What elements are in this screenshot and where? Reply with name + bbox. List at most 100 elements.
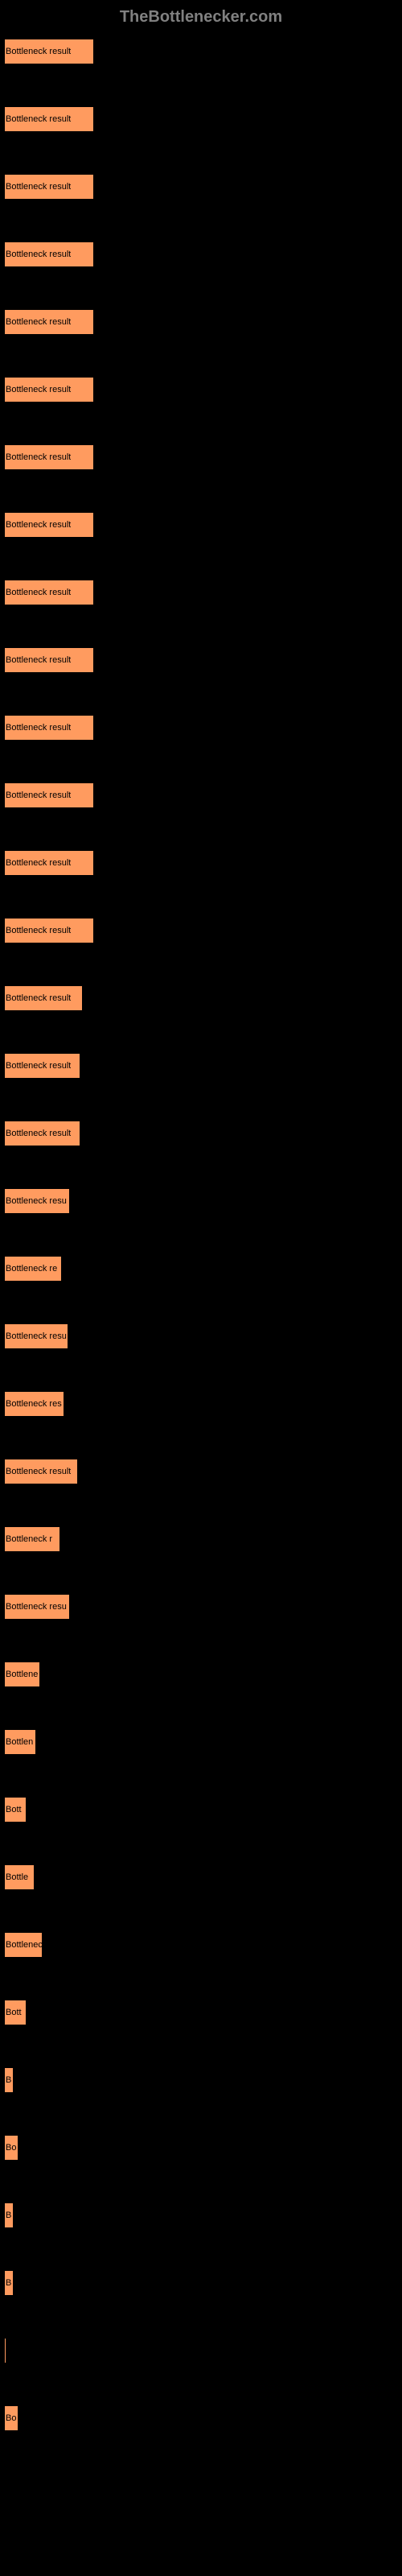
bar-label: Bottleneck result [6,520,71,530]
bar-row: Bo [4,2405,402,2431]
bar-label: Bott [6,1805,22,1814]
bar: Bottleneck result [4,512,94,538]
bar-label: B [6,2075,11,2085]
bar-row: Bottleneck result [4,1053,402,1079]
bar-label: Bottleneck result [6,452,71,462]
bar-label: Bottleneck result [6,858,71,868]
bar-row: Bottleneck resu [4,1594,402,1620]
bar-row: Bottleneck result [4,647,402,673]
bar-label: B [6,2211,11,2220]
bar-label: Bottleneck resu [6,1602,67,1612]
bar-row: Bo [4,2135,402,2161]
bar-label: Bottleneck r [6,1534,52,1544]
bar: Bottleneck result [4,444,94,470]
bar [4,2338,6,2363]
bar: Bott [4,1797,27,1823]
bar-label: Bottleneck res [6,1399,62,1409]
bar-row: Bottle [4,1864,402,1890]
bar: Bottleneck result [4,174,94,200]
bar-label: B [6,2278,11,2288]
bar-row: Bottleneck result [4,309,402,335]
bar-row: Bottleneck result [4,1121,402,1146]
bar-label: Bottlen [6,1737,33,1747]
bar-row: Bottleneck result [4,106,402,132]
bar: Bottleneck result [4,242,94,267]
bar-row: Bottleneck result [4,39,402,64]
bar-label: Bottleneck result [6,791,71,800]
bar-label: Bottleneck result [6,1129,71,1138]
bar-label: Bottleneck result [6,250,71,259]
bar: Bottleneck result [4,715,94,741]
bar-label: Bottle [6,1872,28,1882]
bar: B [4,2067,14,2093]
bar: Bottleneck re [4,1256,62,1282]
bar: Bottleneck result [4,580,94,605]
bar: Bottleneck result [4,918,94,943]
bar-label: Bottleneck result [6,114,71,124]
bar-row: Bottleneck result [4,985,402,1011]
bar-row: Bottleneck result [4,580,402,605]
bar-row: Bottleneck r [4,1526,402,1552]
bar-label: Bottleneck result [6,655,71,665]
bar-label: Bottleneck resu [6,1196,67,1206]
bar-row: Bottleneck resu [4,1188,402,1214]
bar-label: Bottleneck result [6,1467,71,1476]
bar: Bottleneck result [4,985,83,1011]
bar-label: Bottleneck result [6,385,71,394]
bar-row: Bottleneck result [4,444,402,470]
bar-row: Bottlenec [4,1932,402,1958]
bar-row: Bottleneck result [4,918,402,943]
bar-row: Bottleneck res [4,1391,402,1417]
bar-label: Bottleneck result [6,1061,71,1071]
bar-row: Bott [4,2000,402,2025]
bar: Bottlenec [4,1932,43,1958]
bar-row: Bottleneck re [4,1256,402,1282]
bar-row: B [4,2202,402,2228]
bar-label: Bottleneck result [6,47,71,56]
bar-row [4,2338,402,2363]
bar-row: Bottleneck result [4,174,402,200]
bar: Bo [4,2405,18,2431]
bar-row: Bottleneck result [4,782,402,808]
bar-row: Bottleneck resu [4,1323,402,1349]
bar: Bottlen [4,1729,36,1755]
bar: Bottleneck res [4,1391,64,1417]
bar-label: Bott [6,2008,22,2017]
bar: Bottleneck resu [4,1188,70,1214]
bar-row: Bottleneck result [4,242,402,267]
page-title: TheBottlenecker.com [0,8,402,27]
bar-row: Bottleneck result [4,715,402,741]
bar: Bottleneck result [4,647,94,673]
bar: Bottleneck result [4,377,94,402]
bar-label: Bo [6,2143,16,2153]
bar: Bottleneck resu [4,1594,70,1620]
bar-label: Bottleneck result [6,993,71,1003]
bar-label: Bottleneck result [6,588,71,597]
bar: Bottleneck result [4,782,94,808]
bar-label: Bottlenec [6,1940,42,1950]
bar-row: Bottleneck result [4,512,402,538]
bar: Bottleneck result [4,850,94,876]
bar-row: B [4,2270,402,2296]
bar: Bottleneck r [4,1526,60,1552]
bar: Bottleneck result [4,1459,78,1484]
bar: Bottle [4,1864,35,1890]
bar-label: Bottleneck result [6,317,71,327]
bar: B [4,2270,14,2296]
bar-label: Bottleneck result [6,182,71,192]
bar-label: Bottleneck result [6,926,71,935]
bar: Bottleneck result [4,1121,80,1146]
bar-label: Bottleneck result [6,723,71,733]
bar-row: B [4,2067,402,2093]
bar: Bottleneck result [4,106,94,132]
bar-row: Bottleneck result [4,850,402,876]
bar: Bottleneck result [4,309,94,335]
bar: Bott [4,2000,27,2025]
bar: Bottleneck result [4,1053,80,1079]
bar-row: Bottleneck result [4,1459,402,1484]
bar-row: Bott [4,1797,402,1823]
bar: B [4,2202,14,2228]
bar-label: Bo [6,2413,16,2423]
bar: Bottleneck result [4,39,94,64]
bar: Bottlene [4,1662,40,1687]
